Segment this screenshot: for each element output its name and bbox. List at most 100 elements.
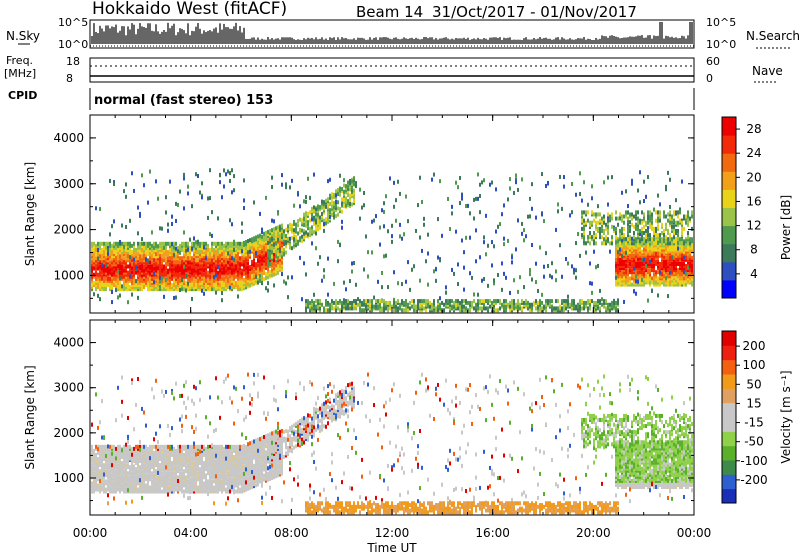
- power-cell: [191, 246, 193, 251]
- power-cell: [167, 270, 169, 275]
- power-cell: [155, 276, 157, 281]
- power-cell: [345, 184, 347, 189]
- power-cell: [653, 251, 655, 256]
- power-cell: [219, 245, 221, 250]
- power-cell: [591, 212, 593, 217]
- power-cell: [685, 255, 687, 260]
- power-cell: [615, 243, 617, 248]
- power-cell: [129, 247, 131, 252]
- power-cell: [637, 255, 639, 260]
- power-cell: [531, 277, 533, 282]
- power-cell: [171, 262, 173, 267]
- power-cell: [377, 299, 379, 304]
- power-cell: [649, 282, 651, 287]
- power-cell: [303, 222, 305, 227]
- power-cell: [235, 280, 237, 285]
- power-cell: [185, 280, 187, 285]
- power-cell: [177, 258, 179, 263]
- power-cell: [391, 234, 393, 239]
- power-cell: [279, 263, 281, 268]
- power-cell: [341, 219, 343, 224]
- power-cell: [209, 196, 211, 201]
- power-cell: [681, 243, 683, 248]
- power-cell: [345, 302, 347, 307]
- power-cell: [691, 259, 693, 264]
- power-cell: [161, 285, 163, 290]
- power-cell: [209, 287, 211, 292]
- power-cell: [253, 263, 255, 268]
- velocity-cell: [97, 425, 99, 430]
- power-cell: [253, 279, 255, 284]
- power-cell: [159, 264, 161, 269]
- power-cell: [689, 241, 691, 246]
- power-cell: [545, 183, 547, 188]
- power-cell: [319, 207, 321, 212]
- power-cell: [101, 256, 103, 261]
- power-cell: [179, 272, 181, 277]
- power-cell: [675, 198, 677, 203]
- power-cell: [267, 288, 269, 293]
- power-cell: [239, 258, 241, 263]
- mhz-label: [MHz]: [4, 67, 36, 80]
- power-cell: [629, 224, 631, 229]
- power-cell: [133, 241, 135, 246]
- power-cell: [213, 272, 215, 277]
- power-cell: [503, 236, 505, 241]
- power-cell: [625, 237, 627, 242]
- velocity-cell: [95, 444, 97, 449]
- power-cell: [115, 276, 117, 281]
- power-cell: [311, 213, 313, 218]
- power-cell: [487, 299, 489, 304]
- power-cell: [619, 274, 621, 279]
- power-cell: [113, 264, 115, 269]
- power-cell: [473, 306, 475, 311]
- power-cell: [137, 280, 139, 285]
- power-cell: [147, 200, 149, 205]
- power-cell: [173, 295, 175, 300]
- velocity-cell: [105, 471, 107, 476]
- power-cell: [185, 273, 187, 278]
- power-cell: [679, 270, 681, 275]
- power-cell: [193, 272, 195, 277]
- power-cell: [185, 268, 187, 273]
- power-cell: [131, 266, 133, 271]
- power-cell: [657, 220, 659, 225]
- power-cell: [169, 250, 171, 255]
- power-cell: [133, 250, 135, 255]
- power-cell: [675, 210, 677, 215]
- velocity-cell: [93, 467, 95, 472]
- power-cell: [181, 264, 183, 269]
- power-cell: [503, 306, 505, 311]
- power-cell: [243, 282, 245, 287]
- power-cell: [175, 270, 177, 275]
- power-cell: [667, 218, 669, 223]
- power-cell: [405, 194, 407, 199]
- power-cell: [251, 247, 253, 252]
- power-cell: [305, 272, 307, 277]
- power-cell: [209, 280, 211, 285]
- power-cell: [647, 268, 649, 273]
- power-cell: [199, 254, 201, 259]
- power-cell: [627, 276, 629, 281]
- power-cell: [653, 268, 655, 273]
- power-cell: [127, 254, 129, 259]
- power-cell: [231, 274, 233, 279]
- power-cell: [235, 264, 237, 269]
- power-cell: [129, 252, 131, 257]
- power-cell: [249, 244, 251, 249]
- power-cell: [285, 234, 287, 239]
- power-cell: [205, 272, 207, 277]
- power-cell: [109, 283, 111, 288]
- power-cell: [245, 244, 247, 249]
- power-cell: [563, 299, 565, 304]
- power-cell: [193, 262, 195, 267]
- power-cell: [335, 214, 337, 219]
- power-cell: [183, 272, 185, 277]
- power-cell: [477, 299, 479, 304]
- power-cell: [195, 285, 197, 290]
- power-cell: [475, 308, 477, 313]
- power-cell: [195, 172, 197, 177]
- power-cell: [635, 237, 637, 242]
- power-cell: [665, 226, 667, 231]
- power-cell: [651, 212, 653, 217]
